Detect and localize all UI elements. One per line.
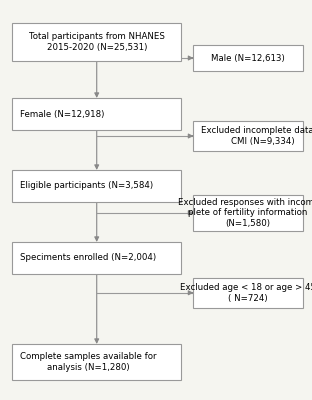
Text: Speciments enrolled (N=2,004): Speciments enrolled (N=2,004) (20, 254, 156, 262)
Bar (12, 344, 181, 380)
Bar (193, 195, 303, 231)
Bar (12, 98, 181, 130)
Bar (12, 170, 181, 202)
Bar (193, 121, 303, 151)
Text: Excluded incomplete data of
CMI (N=9,334): Excluded incomplete data of CMI (N=9,334… (201, 126, 312, 146)
Text: Excluded age < 18 or age > 45
( N=724): Excluded age < 18 or age > 45 ( N=724) (180, 283, 312, 302)
Bar (12, 23, 181, 61)
Text: Total participants from NHANES
2015-2020 (N=25,531): Total participants from NHANES 2015-2020… (29, 32, 165, 52)
Text: Male (N=12,613): Male (N=12,613) (211, 54, 285, 62)
Text: Eligible participants (N=3,584): Eligible participants (N=3,584) (20, 182, 154, 190)
Text: Excluded responses with incom-
plete of fertility information
(N=1,580): Excluded responses with incom- plete of … (178, 198, 312, 228)
Text: Female (N=12,918): Female (N=12,918) (20, 110, 105, 118)
Bar (12, 242, 181, 274)
Bar (193, 45, 303, 71)
Text: Complete samples available for
analysis (N=1,280): Complete samples available for analysis … (20, 352, 157, 372)
Bar (193, 278, 303, 308)
